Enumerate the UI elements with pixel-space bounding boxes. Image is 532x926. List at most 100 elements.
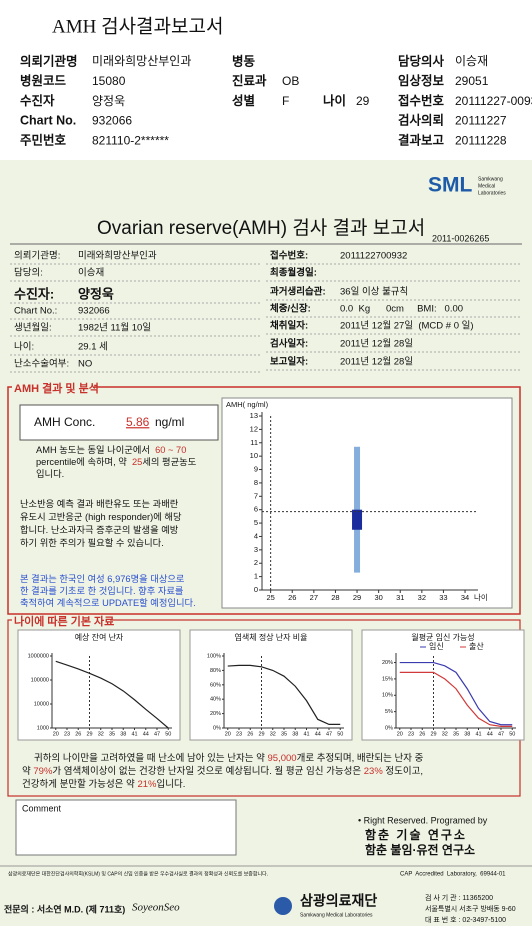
- text-span: 건강하게 분만할 가능성은 약: [22, 778, 137, 790]
- summary-text: 건강하게 분만할 가능성은 약 21%입니다.: [22, 778, 185, 790]
- text-span: 합니다. 난소과자극 증후군의 발생을 예방: [20, 525, 179, 535]
- x-tick-label: 50: [165, 731, 171, 737]
- x-tick-label: 32: [98, 731, 104, 737]
- field-value: OB: [282, 74, 299, 88]
- text-span: 60 ~ 70: [155, 445, 186, 455]
- y-tick-label: 9: [254, 465, 258, 474]
- x-tick-label: 26: [75, 731, 81, 737]
- patient-value: 36일 이상 불규칙: [340, 287, 408, 298]
- y-tick-label: 1: [254, 572, 258, 581]
- patient-label: 체중/신장:: [270, 303, 311, 315]
- x-tick-label: 29: [86, 731, 92, 737]
- field-value: 이승재: [455, 54, 488, 68]
- x-tick-label: 50: [509, 731, 515, 737]
- y-tick-label: 10%: [382, 693, 393, 699]
- patient-value: 29.1 세: [78, 342, 108, 353]
- text-span: 약: [22, 765, 33, 777]
- x-tick-label: 32: [270, 731, 276, 737]
- summary-text: 귀하의 나이만을 고려하였을 때 난소에 남아 있는 난자는 약 95,000개…: [34, 752, 424, 764]
- x-tick-label: 41: [303, 731, 309, 737]
- y-tick-label: 100000: [31, 677, 49, 683]
- text-span: 개로 추정되며, 배란되는 난자 중: [297, 752, 424, 764]
- x-tick-label: 29: [430, 731, 436, 737]
- field-value: 양정욱: [92, 94, 125, 108]
- patient-value: 2011122700932: [340, 251, 407, 262]
- x-tick-label: 47: [498, 731, 504, 737]
- amh-chart-panel: [221, 397, 513, 609]
- x-tick-label: 31: [396, 593, 404, 602]
- x-tick-label: 20: [225, 731, 231, 737]
- field-value: 821110-2******: [92, 133, 169, 147]
- text-span: 난소반응 예측 결과 배란유도 또는 과배란: [20, 498, 179, 509]
- field-value: 29: [356, 94, 370, 108]
- analysis-text: AMH 농도는 동일 나이군에서 60 ~ 70: [36, 445, 186, 455]
- logo-tagline: Medical: [478, 183, 495, 189]
- x-tick-label: 47: [154, 731, 160, 737]
- x-tick-label: 41: [131, 731, 137, 737]
- patient-label: 의뢰기관명:: [14, 251, 60, 262]
- y-tick-label: 5: [254, 518, 258, 527]
- y-tick-label: 6: [254, 505, 258, 514]
- y-tick-label: 7: [254, 491, 258, 500]
- contact: 검 사 기 관 : 11365200: [425, 893, 493, 902]
- field-label: 접수번호: [398, 93, 445, 108]
- field-value: F: [282, 94, 289, 108]
- y-tick-label: 3: [254, 545, 258, 554]
- text-span: 축적하여 계속적으로 UPDATE할 예정입니다.: [20, 597, 196, 608]
- field-value: 20111228: [455, 133, 507, 147]
- note-text: 축적하여 계속적으로 UPDATE할 예정입니다.: [20, 597, 196, 608]
- advice-text: 합니다. 난소과자극 증후군의 발생을 예방: [20, 525, 179, 535]
- chart-title: 예상 잔여 난자: [75, 632, 124, 642]
- axis-title: AMH( ng/ml): [226, 400, 269, 409]
- y-tick-label: 1000000: [28, 653, 49, 659]
- field-value: 미래와희망산부인과: [92, 54, 191, 68]
- patient-value: 0.0 Kg 0cm BMI: 0.00: [340, 304, 463, 315]
- x-tick-label: 38: [292, 731, 298, 737]
- text-span: 입니다.: [36, 468, 64, 479]
- field-label: 주민번호: [20, 132, 67, 147]
- y-tick-label: 12: [250, 424, 258, 433]
- text-span: 유도시 고반응군 (high responder)에 해당: [20, 511, 182, 522]
- mini-panel: [361, 629, 525, 741]
- y-tick-label: 5%: [385, 709, 393, 715]
- x-tick-label: 35: [453, 731, 459, 737]
- section-title: 나이에 따른 기본 자료: [14, 614, 114, 628]
- report-title: Ovarian reserve(AMH) 검사 결과 보고서: [97, 217, 425, 239]
- text-span: 21%: [137, 779, 157, 790]
- series-line: [399, 671, 513, 727]
- footer-cap: CAP Accredited Laboratory, 69944-01: [400, 872, 506, 878]
- field-label: 병원코드: [20, 73, 67, 88]
- y-tick-label: 20%: [382, 660, 393, 666]
- y-tick-label: 1000: [37, 725, 49, 731]
- y-tick-label: 2: [254, 558, 258, 567]
- x-tick-label: 33: [439, 593, 447, 602]
- logo-tagline: Laboratories: [478, 190, 506, 196]
- axis-title: 나이: [474, 592, 488, 602]
- note-text: 한 결과를 기초로 한 것입니다. 향후 자료를: [20, 585, 184, 596]
- credit: • Right Reserved. Programed by: [358, 815, 488, 825]
- contact: 서울특별시 서초구 방배동 9-60: [425, 904, 516, 913]
- x-tick-label: 30: [374, 593, 382, 602]
- field-label: 진료과: [232, 73, 267, 88]
- x-tick-label: 23: [64, 731, 70, 737]
- y-tick-label: 10000: [34, 701, 49, 707]
- analysis-text: 입니다.: [36, 468, 64, 479]
- field-value: 15080: [92, 74, 126, 88]
- patient-label: Chart No.:: [14, 306, 57, 317]
- patient-value: 양정욱: [78, 286, 114, 301]
- patient-value: NO: [78, 359, 92, 370]
- x-tick-label: 20: [397, 731, 403, 737]
- field-label: 담당의사: [398, 53, 445, 68]
- x-tick-label: 41: [475, 731, 481, 737]
- field-label: 병동: [232, 53, 256, 68]
- x-tick-label: 44: [315, 731, 321, 737]
- comment-box: [15, 799, 237, 856]
- patient-value: 932066: [78, 306, 110, 317]
- box: [352, 509, 363, 530]
- x-tick-label: 35: [281, 731, 287, 737]
- x-tick-label: 20: [53, 731, 59, 737]
- patient-label: 수진자:: [14, 286, 54, 301]
- amh-box: [7, 386, 521, 615]
- x-tick-label: 34: [461, 593, 469, 602]
